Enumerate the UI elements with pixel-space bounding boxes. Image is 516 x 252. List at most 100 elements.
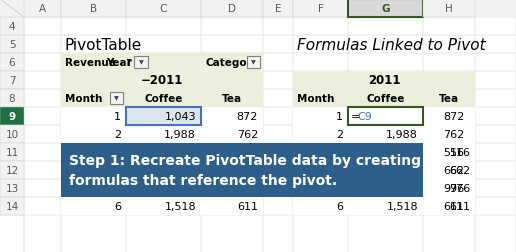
Text: 662: 662 <box>443 165 464 175</box>
Text: =: = <box>351 112 360 121</box>
Text: 10: 10 <box>6 130 19 139</box>
Text: 5: 5 <box>114 183 121 193</box>
Text: 5: 5 <box>9 40 15 50</box>
Bar <box>201 0 263 18</box>
Bar <box>293 179 475 197</box>
Bar <box>0 72 24 90</box>
Bar <box>293 161 475 179</box>
Text: Tea: Tea <box>439 94 459 104</box>
Bar <box>0 90 24 108</box>
Bar <box>0 179 24 197</box>
Bar <box>348 108 423 125</box>
Text: 7: 7 <box>9 76 15 86</box>
Text: 1: 1 <box>114 112 121 121</box>
Bar <box>61 72 263 90</box>
Text: 1,518: 1,518 <box>386 201 418 211</box>
Text: 611: 611 <box>449 201 470 211</box>
Text: 14: 14 <box>5 201 19 211</box>
Bar <box>293 0 348 18</box>
Text: 2: 2 <box>114 130 121 139</box>
Text: A: A <box>39 4 46 14</box>
Bar <box>293 143 475 161</box>
Bar <box>61 143 423 197</box>
Bar <box>24 0 61 18</box>
Text: Tea: Tea <box>222 94 242 104</box>
Text: C: C <box>160 4 167 14</box>
Text: 762: 762 <box>443 130 464 139</box>
Text: 4: 4 <box>336 165 343 175</box>
Text: 8: 8 <box>9 94 15 104</box>
Bar <box>0 143 24 161</box>
Bar <box>61 179 263 197</box>
Bar <box>0 125 24 143</box>
Text: 5: 5 <box>336 183 343 193</box>
Bar <box>0 108 24 125</box>
Bar <box>61 90 263 108</box>
Text: E: E <box>275 4 281 14</box>
Text: 1,043: 1,043 <box>165 112 196 121</box>
Text: 2: 2 <box>336 130 343 139</box>
Text: 11: 11 <box>5 147 19 158</box>
Bar <box>0 18 24 36</box>
Text: F: F <box>317 4 324 14</box>
Text: G: G <box>381 4 390 14</box>
Bar <box>61 0 126 18</box>
Text: 6: 6 <box>336 201 343 211</box>
Text: 872: 872 <box>443 112 465 121</box>
Text: Formulas Linked to Pivot: Formulas Linked to Pivot <box>297 37 486 52</box>
Text: 3: 3 <box>336 147 343 158</box>
Text: C9: C9 <box>357 112 372 121</box>
Text: 516: 516 <box>443 147 464 158</box>
Bar <box>61 108 263 125</box>
Text: 1,988: 1,988 <box>164 130 196 139</box>
Bar <box>0 0 516 18</box>
Bar <box>61 197 263 215</box>
Text: 13: 13 <box>5 183 19 193</box>
Text: D: D <box>228 4 236 14</box>
Bar <box>61 161 263 179</box>
Text: Category: Category <box>205 58 259 68</box>
Bar <box>293 72 475 215</box>
Text: ▼: ▼ <box>114 96 119 101</box>
Bar <box>293 72 475 90</box>
Bar <box>0 36 24 54</box>
Bar <box>293 125 475 143</box>
Text: 1,518: 1,518 <box>165 201 196 211</box>
Text: Step 1: Recreate PivotTable data by creating
formulas that reference the pivot.: Step 1: Recreate PivotTable data by crea… <box>69 154 421 187</box>
Bar <box>293 197 475 215</box>
Text: Month: Month <box>297 94 334 104</box>
Text: 762: 762 <box>237 130 258 139</box>
Text: 611: 611 <box>443 201 464 211</box>
Text: 976: 976 <box>449 183 470 193</box>
Text: 6: 6 <box>114 201 121 211</box>
Text: Coffee: Coffee <box>366 94 405 104</box>
Bar <box>348 0 423 18</box>
Text: Revenue: Revenue <box>65 58 116 68</box>
Bar <box>263 0 293 18</box>
Text: PivotTable: PivotTable <box>65 37 142 52</box>
Bar <box>61 125 263 143</box>
Bar <box>126 0 201 18</box>
Text: 9: 9 <box>8 112 15 121</box>
Text: −2011: −2011 <box>141 74 183 87</box>
Text: 4: 4 <box>114 165 121 175</box>
Bar <box>0 54 24 72</box>
Text: Coffee: Coffee <box>144 94 183 104</box>
Bar <box>61 143 263 161</box>
Text: ▼: ▼ <box>251 60 256 65</box>
Bar <box>110 93 123 105</box>
Text: 12: 12 <box>5 165 19 175</box>
Bar <box>423 0 475 18</box>
Bar <box>0 197 24 215</box>
Text: Month: Month <box>65 94 102 104</box>
Text: 6: 6 <box>9 58 15 68</box>
Text: 516: 516 <box>449 147 470 158</box>
Text: 872: 872 <box>237 112 258 121</box>
Bar <box>0 161 24 179</box>
Bar <box>134 57 148 69</box>
Bar <box>126 108 201 125</box>
Text: B: B <box>90 4 97 14</box>
Bar <box>61 54 263 72</box>
Text: 1,988: 1,988 <box>386 130 418 139</box>
Text: Year: Year <box>106 58 132 68</box>
